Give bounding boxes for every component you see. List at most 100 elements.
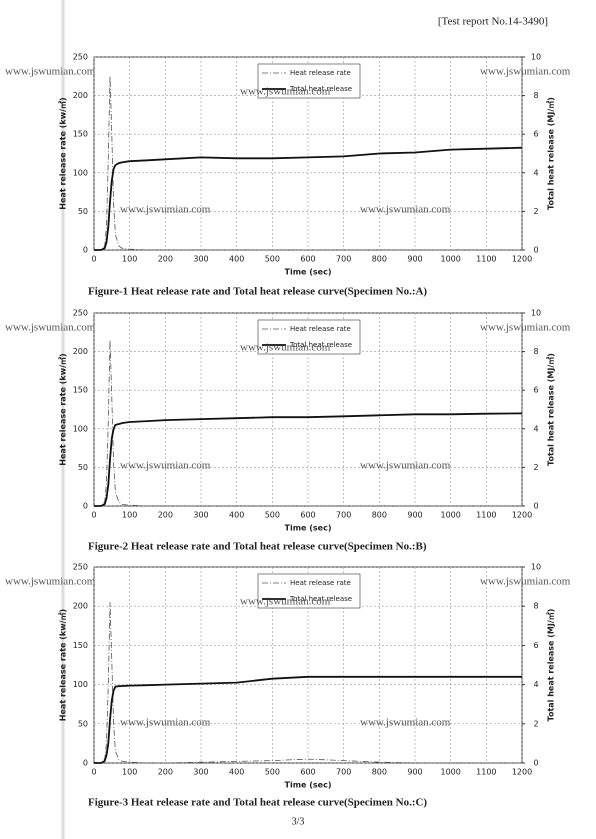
y-tick-label: 150: [73, 130, 88, 139]
x-tick-label: 200: [158, 768, 173, 777]
y-tick-label: 100: [73, 424, 88, 433]
y-tick-label: 200: [73, 91, 88, 100]
x-tick-label: 0: [91, 255, 96, 264]
x-tick-label: 1100: [476, 255, 496, 264]
watermark: www.jswumian.com: [360, 460, 451, 472]
x-tick-label: 1000: [440, 255, 460, 264]
watermark: www.jswumian.com: [120, 204, 211, 216]
y-tick-label: 0: [83, 502, 88, 511]
y2-tick-label: 10: [531, 53, 541, 62]
y2-tick-label: 4: [533, 424, 538, 433]
y-tick-label: 150: [73, 641, 88, 650]
x-tick-label: 600: [300, 511, 315, 520]
y-tick-label: 250: [73, 563, 88, 572]
y-tick-label: 0: [83, 759, 88, 768]
x-tick-label: 1100: [476, 768, 496, 777]
x-axis-label: Time (sec): [285, 781, 332, 790]
x-tick-label: 800: [372, 255, 387, 264]
x-tick-label: 300: [193, 511, 208, 520]
watermark: www.jswumian.com: [480, 576, 571, 588]
y-tick-label: 200: [73, 602, 88, 611]
report-number: [Test report No.14-3490]: [438, 16, 548, 28]
x-tick-label: 200: [158, 255, 173, 264]
y2-tick-label: 6: [533, 641, 538, 650]
series-line: [94, 339, 522, 507]
y-tick-label: 50: [78, 207, 88, 216]
series-line: [94, 412, 523, 507]
x-tick-label: 400: [229, 255, 244, 264]
x-tick-label: 600: [300, 768, 315, 777]
x-tick-label: 500: [265, 511, 280, 520]
y2-tick-label: 6: [533, 386, 538, 395]
y2-tick-label: 0: [533, 759, 538, 768]
x-tick-label: 300: [193, 768, 208, 777]
y2-tick-label: 10: [531, 563, 541, 572]
x-tick-label: 100: [122, 511, 137, 520]
y2-tick-label: 8: [533, 602, 538, 611]
x-tick-label: 100: [122, 768, 137, 777]
watermark: www.jswumian.com: [5, 576, 96, 588]
watermark: www.jswumian.com: [240, 596, 331, 608]
watermark: www.jswumian.com: [240, 86, 331, 98]
x-tick-label: 500: [265, 768, 280, 777]
x-tick-label: 0: [91, 511, 96, 520]
x-tick-label: 800: [372, 511, 387, 520]
watermark: www.jswumian.com: [5, 66, 96, 78]
watermark: www.jswumian.com: [360, 717, 451, 729]
x-tick-label: 500: [265, 255, 280, 264]
y2-axis-label: Total heat release (MJ/㎡): [546, 609, 556, 722]
watermark: www.jswumian.com: [120, 460, 211, 472]
y2-tick-label: 10: [531, 309, 541, 318]
watermark: www.jswumian.com: [120, 717, 211, 729]
legend-label: Total heat release: [289, 85, 352, 93]
legend-box: [257, 319, 361, 355]
x-tick-label: 1200: [512, 511, 532, 520]
x-tick-label: 0: [91, 768, 96, 777]
y2-tick-label: 4: [533, 168, 538, 177]
x-tick-label: 1200: [512, 255, 532, 264]
x-tick-label: 1100: [476, 511, 496, 520]
x-tick-label: 100: [122, 255, 137, 264]
x-tick-label: 900: [407, 768, 422, 777]
x-axis-label: Time (sec): [285, 268, 332, 277]
x-tick-label: 400: [229, 768, 244, 777]
y2-tick-label: 2: [533, 463, 538, 472]
watermark: www.jswumian.com: [480, 322, 571, 334]
legend-label: Heat release rate: [290, 579, 351, 587]
legend-label: Heat release rate: [290, 325, 351, 333]
y-axis-label: Heat release rate (kw/㎡): [58, 353, 68, 465]
legend-label: Total heat release: [289, 595, 352, 603]
x-tick-label: 700: [336, 255, 351, 264]
x-tick-label: 600: [300, 255, 315, 264]
watermark: www.jswumian.com: [240, 342, 331, 354]
y2-tick-label: 4: [533, 680, 538, 689]
y-tick-label: 150: [73, 386, 88, 395]
y2-tick-label: 8: [533, 91, 538, 100]
x-tick-label: 700: [336, 511, 351, 520]
legend-label: Total heat release: [289, 341, 352, 349]
y2-tick-label: 2: [533, 207, 538, 216]
x-tick-label: 1000: [440, 768, 460, 777]
y-tick-label: 250: [73, 309, 88, 318]
y-tick-label: 0: [83, 246, 88, 255]
series-line: [94, 602, 522, 764]
x-tick-label: 700: [336, 768, 351, 777]
x-axis-label: Time (sec): [285, 524, 332, 533]
figure-caption: Figure-3 Heat release rate and Total hea…: [88, 797, 427, 809]
y-tick-label: 100: [73, 680, 88, 689]
y2-axis-label: Total heat release (MJ/㎡): [546, 97, 556, 210]
series-line: [94, 76, 522, 251]
x-tick-label: 300: [193, 255, 208, 264]
y-tick-label: 50: [78, 719, 88, 728]
y2-tick-label: 0: [533, 502, 538, 511]
figure-caption: Figure-2 Heat release rate and Total hea…: [88, 541, 427, 553]
x-tick-label: 200: [158, 511, 173, 520]
figure-caption: Figure-1 Heat release rate and Total hea…: [88, 286, 427, 298]
series-line: [94, 675, 522, 764]
legend-label: Heat release rate: [290, 69, 351, 77]
page-number: 3/3: [292, 816, 305, 827]
x-tick-label: 900: [407, 511, 422, 520]
x-tick-label: 1200: [512, 768, 532, 777]
